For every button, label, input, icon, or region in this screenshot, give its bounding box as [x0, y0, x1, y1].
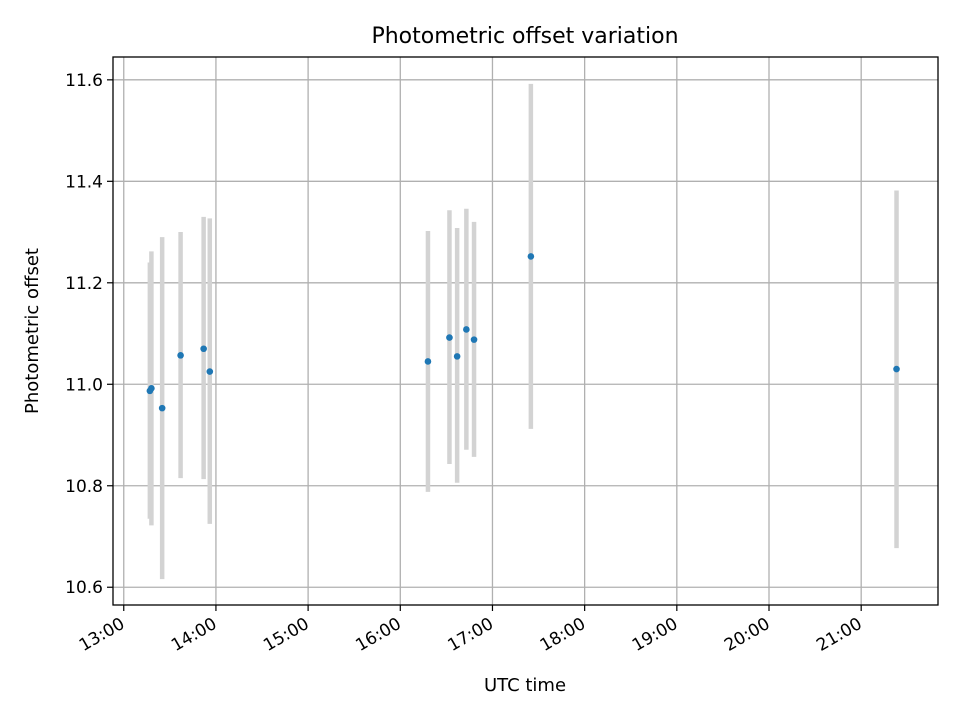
x-tick-label: 14:00 [168, 614, 220, 656]
y-tick-label: 10.6 [65, 578, 103, 598]
x-tick-label: 20:00 [721, 614, 773, 656]
x-axis-label: UTC time [484, 675, 566, 696]
data-points [146, 253, 900, 412]
data-point [158, 404, 166, 412]
x-tick-label: 16:00 [352, 614, 404, 656]
y-tick-label: 11.6 [65, 71, 103, 91]
data-point [200, 345, 207, 353]
x-tick-label: 13:00 [76, 614, 128, 656]
x-tick-label: 18:00 [537, 614, 589, 656]
y-tick-label: 11.0 [65, 375, 103, 395]
data-point [177, 352, 184, 359]
x-tick-label: 17:00 [445, 614, 497, 656]
grid [113, 57, 938, 605]
error-bars [147, 83, 899, 580]
data-point [527, 253, 535, 260]
data-point [470, 336, 478, 343]
x-tick-label: 15:00 [260, 614, 312, 656]
data-point [424, 358, 432, 365]
data-point [206, 368, 214, 375]
x-tick-label: 19:00 [629, 614, 681, 656]
y-tick-label: 11.2 [65, 274, 103, 294]
y-tick-label: 10.8 [65, 477, 103, 497]
data-point [893, 365, 900, 373]
data-point [453, 353, 461, 360]
data-point [148, 385, 155, 392]
x-tick-label: 21:00 [813, 614, 865, 656]
y-tick-label: 11.4 [65, 172, 103, 192]
data-point [463, 326, 470, 333]
y-axis-label: Photometric offset [22, 248, 43, 414]
data-point [446, 334, 453, 341]
plot-frame [112, 56, 939, 606]
chart-title: Photometric offset variation [371, 24, 678, 49]
